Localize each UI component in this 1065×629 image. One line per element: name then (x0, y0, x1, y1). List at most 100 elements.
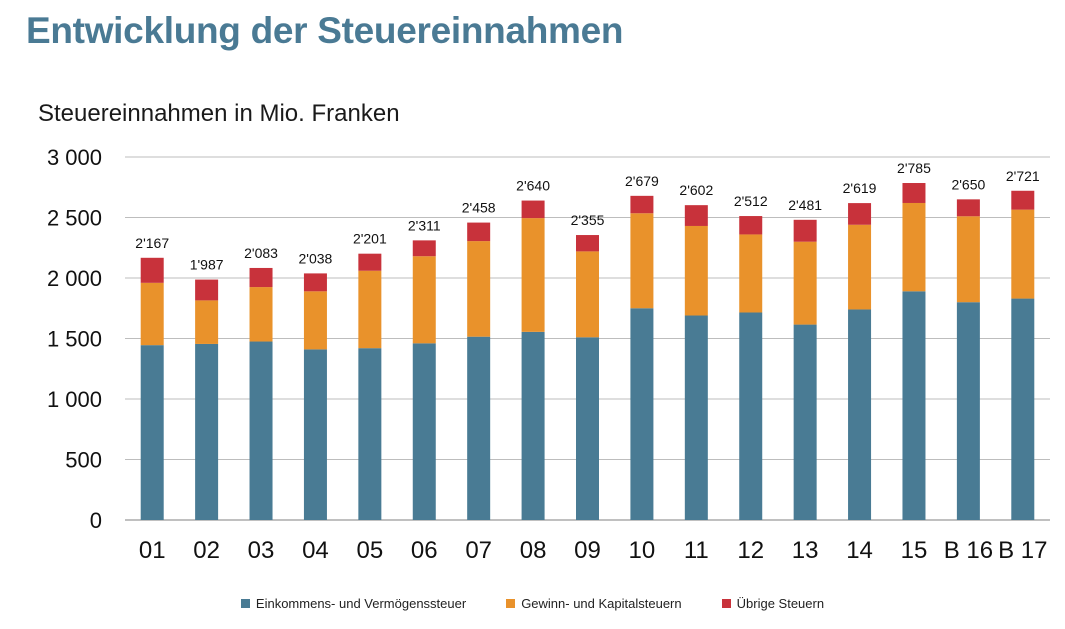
bar-total-label: 2'167 (135, 235, 169, 251)
bar-segment-einkommen (739, 312, 763, 520)
bar-total-label: 2'458 (462, 200, 496, 216)
bar-segment-uebrige (303, 273, 327, 292)
bar-segment-uebrige (140, 257, 164, 283)
x-tick-label: 09 (574, 537, 601, 564)
y-tick-label: 500 (65, 448, 102, 473)
legend-swatch-uebrige (721, 599, 731, 608)
bar-segment-einkommen (848, 309, 872, 520)
bar-segment-gewinn (848, 224, 872, 310)
stacked-bar-chart: 0 500 1 000 1 500 2 000 2 500 3 000 2'167 01 1'98… (47, 145, 1050, 564)
x-tick-label: 04 (302, 537, 329, 564)
bar-total-label: 2'619 (843, 180, 877, 196)
y-tick-label: 1 000 (47, 387, 102, 412)
x-tick-label: 13 (792, 537, 819, 564)
x-tick-label: 15 (901, 537, 928, 564)
y-axis-unit-label: Steuereinnahmen in Mio. Franken (38, 100, 400, 127)
bar-segment-gewinn (412, 256, 436, 344)
bar-segment-einkommen (956, 302, 980, 520)
bar-total-label: 2'650 (951, 176, 985, 192)
y-tick-label: 3 000 (47, 145, 102, 170)
bar-total-label: 2'679 (625, 173, 659, 189)
bar-total-label: 2'481 (788, 197, 822, 213)
bar-segment-uebrige (739, 216, 763, 235)
chart-legend: Einkommens- und Vermögenssteuer Gewinn- … (0, 596, 1065, 611)
bar-total-label: 2'201 (353, 231, 387, 247)
bar-segment-uebrige (848, 203, 872, 225)
bar-segment-gewinn (576, 251, 599, 338)
bar-segment-uebrige (249, 267, 273, 288)
bar-total-label: 2'355 (571, 212, 605, 228)
bar-segment-uebrige (195, 279, 219, 301)
y-tick-label: 0 (90, 508, 102, 533)
bar-segment-uebrige (412, 240, 436, 257)
x-tick-label: 03 (248, 537, 275, 564)
bar-total-label: 1'987 (190, 257, 224, 273)
bar-segment-uebrige (358, 253, 382, 271)
bar-segment-einkommen (521, 331, 545, 520)
bar-segment-gewinn (793, 241, 817, 325)
legend-label-uebrige: Übrige Steuern (736, 596, 825, 611)
bar-total-label: 2'721 (1006, 168, 1040, 184)
bar-total-label: 2'083 (244, 245, 278, 261)
bar-segment-uebrige (684, 205, 708, 226)
bar-segment-gewinn (195, 300, 219, 344)
x-tick-label: 10 (629, 537, 656, 564)
bar-segment-uebrige (467, 222, 491, 242)
bar-segment-einkommen (630, 308, 654, 520)
bar-segment-uebrige (1011, 190, 1035, 210)
x-tick-label: 07 (465, 537, 492, 564)
bar-segment-gewinn (902, 202, 926, 292)
bar-total-label: 2'602 (679, 182, 713, 198)
legend-label-einkommen: Einkommens- und Vermögenssteuer (255, 596, 467, 611)
bar-segment-einkommen (793, 324, 817, 520)
x-tick-label: 06 (411, 537, 438, 564)
x-tick-label: 14 (846, 537, 873, 564)
x-tick-label: 05 (357, 537, 384, 564)
bar-segment-gewinn (303, 291, 327, 350)
bar-segment-gewinn (684, 225, 708, 316)
bar-segment-einkommen (1011, 298, 1035, 520)
bar-segment-einkommen (467, 336, 491, 520)
legend-swatch-gewinn (506, 599, 516, 608)
legend-item-gewinn: Gewinn- und Kapitalsteuern (506, 596, 682, 611)
bar-segment-gewinn (1011, 209, 1035, 299)
bar-segment-uebrige (793, 219, 817, 242)
bar-segment-uebrige (521, 200, 545, 219)
y-tick-label: 2 000 (47, 266, 102, 291)
x-tick-label: 02 (193, 537, 220, 564)
x-tick-label: 08 (520, 537, 547, 564)
bar-segment-gewinn (140, 282, 164, 346)
bar-segment-gewinn (358, 270, 382, 349)
x-tick-label: 12 (737, 537, 764, 564)
legend-swatch-einkommen (240, 599, 250, 608)
bar-total-label: 2'512 (734, 193, 768, 209)
x-tick-label: 11 (684, 537, 709, 564)
legend-label-gewinn: Gewinn- und Kapitalsteuern (521, 596, 682, 611)
bar-total-label: 2'038 (299, 250, 333, 266)
bar-segment-uebrige (902, 183, 926, 203)
bar-segment-uebrige (576, 235, 599, 252)
bar-segment-gewinn (249, 287, 273, 342)
bar-segment-einkommen (140, 345, 164, 520)
bar-segment-einkommen (249, 341, 273, 520)
page-title: Entwicklung der Steuereinnahmen (26, 10, 624, 51)
bar-total-label: 2'785 (897, 160, 931, 176)
bar-segment-einkommen (195, 343, 219, 520)
bar-segment-einkommen (412, 343, 436, 520)
legend-item-uebrige: Übrige Steuern (721, 596, 825, 611)
legend-item-einkommen: Einkommens- und Vermögenssteuer (240, 596, 467, 611)
bar-segment-einkommen (576, 337, 599, 520)
bar-segment-gewinn (630, 213, 654, 309)
bar-segment-einkommen (902, 291, 926, 520)
x-tick-label: B 16 (944, 537, 993, 564)
y-tick-label: 2 500 (47, 206, 102, 231)
x-tick-label: B 17 (998, 537, 1047, 564)
bar-segment-einkommen (358, 348, 382, 520)
bar-segment-uebrige (956, 199, 980, 217)
bar-segment-gewinn (521, 218, 545, 332)
bar-segment-einkommen (303, 349, 327, 520)
bar-total-label: 2'640 (516, 178, 550, 194)
bar-segment-uebrige (630, 195, 654, 214)
bar-segment-gewinn (739, 234, 763, 313)
bar-total-label: 2'311 (408, 217, 441, 233)
